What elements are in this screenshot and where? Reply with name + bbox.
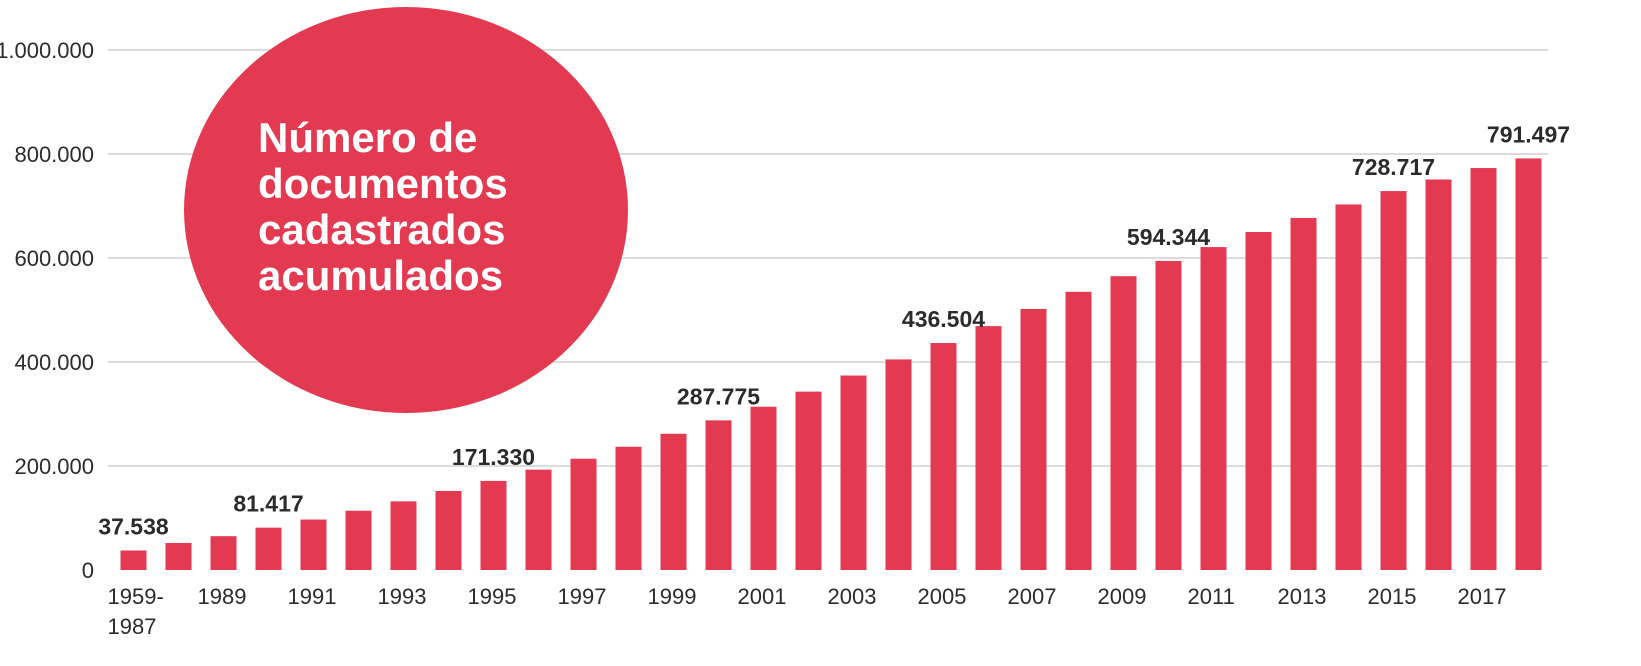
bar — [1470, 168, 1497, 571]
x-tick-label: 2003 — [828, 584, 877, 609]
y-tick-label: 200.000 — [14, 454, 94, 479]
y-tick-label: 600.000 — [14, 246, 94, 271]
x-tick-label: 1959-1987 — [108, 584, 164, 639]
bar — [345, 510, 372, 570]
bar — [390, 501, 417, 570]
x-tick-label: 1991 — [288, 584, 337, 609]
x-tick-label: 2011 — [1188, 584, 1235, 609]
chart-title-line: acumulados — [258, 252, 503, 299]
bars — [120, 158, 1542, 571]
bar — [210, 536, 237, 570]
bar — [1065, 291, 1092, 570]
bar — [795, 391, 822, 570]
bar — [750, 406, 777, 570]
chart-title-line: documentos — [258, 160, 508, 207]
data-label: 37.538 — [98, 513, 169, 539]
chart-title-line: Número de — [258, 114, 477, 161]
bar — [660, 433, 687, 570]
y-tick-label: 0 — [82, 558, 94, 583]
bar — [165, 542, 192, 570]
bar — [1020, 308, 1047, 570]
data-label: 171.330 — [452, 444, 535, 470]
title-circle — [184, 7, 628, 413]
bar — [570, 458, 597, 570]
x-tick-label: 2015 — [1368, 584, 1417, 609]
bar — [300, 519, 327, 570]
chart-title: Número de documentos cadastrados acumula… — [258, 114, 519, 299]
x-tick-label: 2009 — [1098, 584, 1147, 609]
bar — [930, 343, 957, 570]
bar — [1245, 232, 1272, 570]
title-badge: Número de documentos cadastrados acumula… — [184, 7, 628, 413]
bar — [435, 490, 462, 570]
bar — [885, 359, 912, 570]
y-tick-label: 400.000 — [14, 350, 94, 375]
y-tick-label: 800.000 — [14, 142, 94, 167]
bar — [1335, 204, 1362, 570]
data-label: 287.775 — [677, 383, 760, 409]
bar — [615, 446, 642, 570]
x-tick-label: 1997 — [558, 584, 607, 609]
data-label: 791.497 — [1487, 121, 1570, 147]
x-tick-label: 2001 — [738, 584, 787, 609]
y-axis-ticks: 0 200.000 400.000 600.000 800.000 1.000.000 — [0, 38, 94, 583]
bar — [1515, 158, 1542, 570]
x-tick-label: 2013 — [1278, 584, 1327, 609]
bar — [705, 420, 732, 570]
data-label: 594.344 — [1127, 224, 1210, 250]
y-tick-label: 1.000.000 — [0, 38, 94, 63]
data-label: 728.717 — [1352, 154, 1435, 180]
bar — [1380, 191, 1407, 571]
bar — [480, 480, 507, 570]
bar — [840, 375, 867, 570]
x-tick-label: 2007 — [1008, 584, 1057, 609]
bar — [1425, 179, 1452, 571]
x-tick-label: 1993 — [378, 584, 427, 609]
bar — [1110, 276, 1137, 570]
bar — [1155, 260, 1182, 570]
bar — [255, 527, 282, 570]
chart-title-line: cadastrados — [258, 206, 505, 253]
bar — [1200, 247, 1227, 570]
x-tick-label: 1989 — [198, 584, 247, 609]
x-tick-label: 2005 — [918, 584, 967, 609]
bar — [975, 326, 1002, 570]
x-tick-label: 2017 — [1458, 584, 1507, 609]
x-tick-label: 1999 — [648, 584, 697, 609]
data-labels: 37.538 81.417 171.330 287.775 436.504 594.344… — [98, 121, 1570, 539]
bar — [525, 469, 552, 570]
data-label: 436.504 — [902, 306, 985, 332]
bar — [1290, 217, 1317, 570]
bar — [120, 550, 147, 570]
x-axis-ticks: 1959-1987 1989 1991 1993 1995 1997 1999 2001 200… — [108, 584, 1507, 639]
data-label: 81.417 — [233, 491, 303, 517]
x-tick-label: 1995 — [468, 584, 517, 609]
